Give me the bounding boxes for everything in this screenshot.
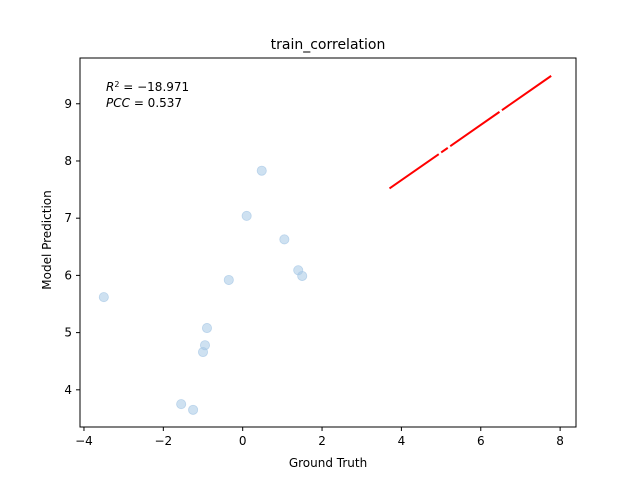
y-tick-label: 8 <box>64 154 72 168</box>
axes: −4 −2 0 2 4 6 8 4 5 6 7 8 9 <box>64 57 577 448</box>
y-tick-label: 9 <box>64 97 72 111</box>
data-point-8 <box>241 210 252 221</box>
data-point-5 <box>199 340 210 351</box>
data-point-12 <box>297 270 308 281</box>
x-axis-label: Ground Truth <box>289 456 367 470</box>
data-point-3 <box>188 404 199 415</box>
x-tick-label: 0 <box>239 434 247 448</box>
pcc-value: PCC = 0.537 <box>106 96 182 110</box>
data-point-10 <box>279 234 290 245</box>
data-point-9 <box>256 165 267 176</box>
y-axis-label: Model Prediction <box>40 190 54 289</box>
x-tick-label: −4 <box>75 434 93 448</box>
x-tick-label: 4 <box>398 434 406 448</box>
r2-value: R2 = −18.971 <box>106 80 189 95</box>
chart-title: train_correlation <box>271 37 386 53</box>
data-point-2 <box>176 399 187 410</box>
y-tick-label: 5 <box>64 326 72 340</box>
x-tick-label: 8 <box>556 434 564 448</box>
x-tick-label: 6 <box>477 434 485 448</box>
x-tick-label: 2 <box>318 434 326 448</box>
data-point-1 <box>98 292 109 303</box>
data-point-6 <box>201 323 212 334</box>
data-point-7 <box>223 274 234 285</box>
plot-frame <box>79 57 577 428</box>
x-tick-label: −2 <box>154 434 172 448</box>
plot-area <box>98 74 553 415</box>
y-tick-label: 4 <box>64 383 72 397</box>
y-tick-label: 6 <box>64 268 72 282</box>
fit-line <box>388 74 553 190</box>
y-tick-label: 7 <box>64 211 72 225</box>
